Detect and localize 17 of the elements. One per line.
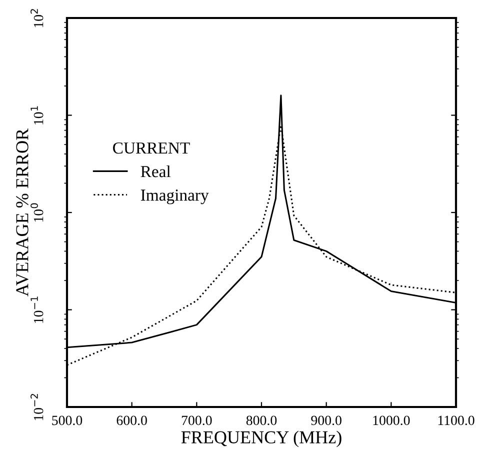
legend-title: CURRENT <box>113 142 190 154</box>
x-tick-label: 1100.0 <box>438 416 474 426</box>
x-tick-label: 700.0 <box>182 416 212 426</box>
x-tick-label: 800.0 <box>246 416 277 426</box>
y-tick-label: 10$^{−1}$ <box>30 296 44 323</box>
x-tick-label: 500.0 <box>52 416 82 426</box>
legend-label: Imaginary <box>140 190 209 204</box>
y-tick-label: 10$^{2}$ <box>30 9 44 28</box>
y-tick-label: 10$^{0}$ <box>30 203 44 222</box>
legend-label: Real <box>140 165 171 178</box>
y-tick-label: 10$^{−2}$ <box>30 394 44 420</box>
x-tick-label: 600.0 <box>116 416 147 426</box>
y-tick-label: 10$^{1}$ <box>30 106 44 124</box>
x-axis-title: FREQUENCY (MHz) <box>181 430 342 448</box>
x-tick-label: 900.0 <box>311 416 342 426</box>
y-axis-title: AVERAGE % ERROR <box>16 128 28 296</box>
x-tick-label: 1000.0 <box>373 416 410 426</box>
